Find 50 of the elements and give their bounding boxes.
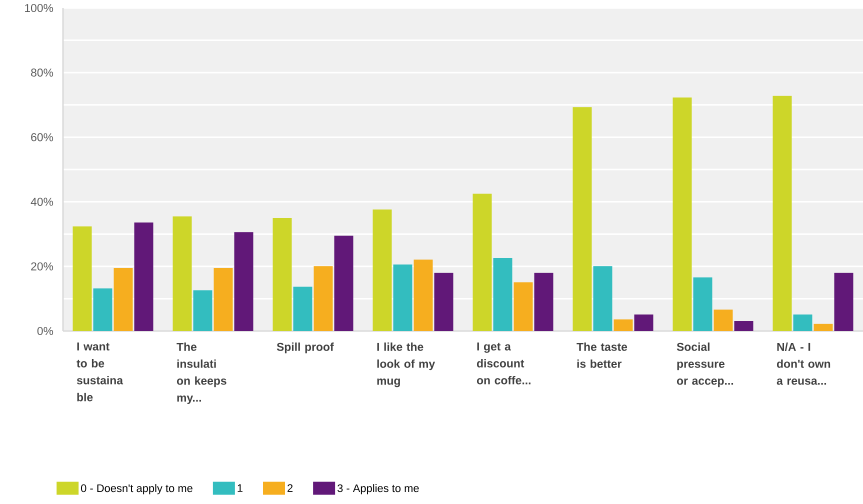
bar [172,216,192,331]
bar [693,277,712,331]
x-tick-label: Social pressure or accep... [676,342,734,388]
bar [772,96,792,331]
bar [393,264,412,331]
bar [114,268,133,331]
bar [493,258,512,331]
bar [593,266,612,331]
y-tick-label: 60% [31,133,54,142]
y-tick-label: 40% [30,198,54,206]
x-tick-label: I want to be sustaina ble [76,342,124,402]
bar [434,272,454,331]
legend-label: 3 - Applies to me [337,484,419,494]
x-tick-label: I get a discount on coffe... [476,342,530,384]
bar [672,97,692,331]
bar [214,268,233,331]
bar [93,288,112,331]
bar [314,266,333,331]
bar [234,232,254,331]
legend-label: 2 [288,484,293,492]
x-tick-label: The taste is better [576,342,628,368]
bar [272,218,292,331]
bar [134,222,154,331]
bar [293,286,312,331]
bar [334,236,354,331]
bar [814,324,833,331]
bar [534,272,554,331]
bar [472,194,492,331]
bar [72,226,92,331]
legend-label: 1 [238,484,242,492]
bar [714,310,733,331]
y-tick-label: 20% [31,262,54,270]
bar [793,314,812,331]
y-tick-label: 80% [31,68,54,77]
bar [414,260,433,331]
bar [734,320,754,331]
x-tick-label: N/A - I don't own a reusa... [776,342,830,385]
legend-label: 0 - Doesn't apply to me [81,484,192,494]
bar [614,319,633,331]
x-tick-label: Spill proof [276,342,334,354]
x-tick-label: I like the look of my mug [377,342,436,388]
bar [634,314,654,331]
bar [572,107,592,331]
y-tick-label: 0% [37,326,54,336]
bar [193,290,212,331]
bar [834,272,854,331]
bar [372,210,392,331]
y-tick-label: 100% [25,4,54,12]
bar [514,282,533,331]
x-tick-label: The insulati on keeps my... [176,342,226,404]
